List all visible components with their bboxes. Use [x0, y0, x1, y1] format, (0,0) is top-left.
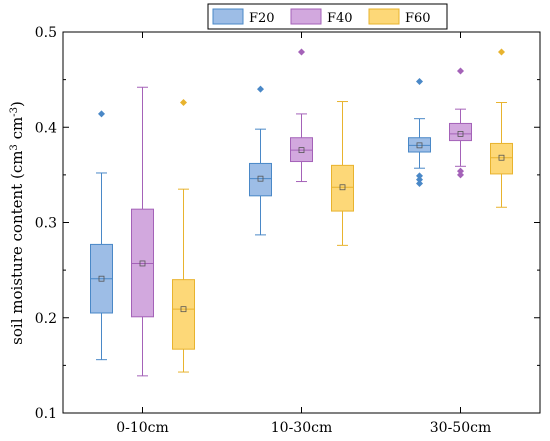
- box-body: [449, 122, 472, 142]
- box-F20-30-50cm: [408, 78, 431, 187]
- y-tick-label: 0.5: [35, 25, 57, 41]
- legend-label: F60: [405, 11, 431, 26]
- mean-marker: [98, 275, 105, 282]
- legend-swatch: [290, 8, 322, 25]
- mean-marker: [139, 260, 146, 267]
- box-F20-0-10cm: [90, 110, 113, 361]
- outlier-point: [257, 85, 264, 93]
- legend-label: F20: [249, 11, 275, 26]
- outlier-point: [498, 48, 505, 56]
- outlier-point: [457, 67, 464, 75]
- x-tick-label: 30-50cm: [430, 420, 491, 436]
- outlier-point: [416, 172, 423, 180]
- box-body: [249, 162, 272, 197]
- box-body: [490, 142, 513, 175]
- legend-swatch: [212, 8, 244, 25]
- outlier-point: [98, 110, 105, 118]
- outlier-point: [416, 176, 423, 184]
- y-tick-label: 0.2: [35, 311, 57, 327]
- outlier-point: [457, 171, 464, 179]
- legend-frame: [207, 3, 448, 30]
- outlier-point: [180, 98, 187, 106]
- outlier-point: [457, 167, 464, 175]
- mean-marker: [457, 131, 464, 137]
- box-F40-0-10cm: [131, 86, 154, 377]
- box-body: [172, 279, 195, 350]
- mean-marker: [180, 306, 187, 313]
- box-F20-10-30cm: [249, 85, 272, 236]
- box-F60-30-50cm: [490, 48, 513, 208]
- mean-marker: [298, 147, 305, 154]
- legend-label: F40: [327, 11, 353, 26]
- outlier-point: [298, 48, 305, 56]
- x-tick-label: 0-10cm: [116, 420, 169, 436]
- box-F60-0-10cm: [172, 98, 195, 373]
- mean-marker: [498, 154, 505, 161]
- box-F40-30-50cm: [449, 67, 472, 179]
- box-F40-10-30cm: [290, 48, 313, 183]
- legend-swatch: [368, 8, 400, 25]
- outlier-point: [416, 78, 423, 86]
- x-tick-label: 10-30cm: [271, 420, 332, 436]
- mean-marker: [416, 142, 423, 149]
- axes: 0.1 0.2 0.3 0.4 0.5 0-10cm 10-30cm 30-50cm: [35, 25, 541, 436]
- y-tick-label: 0.1: [35, 406, 57, 422]
- box-F60-10-30cm: [331, 101, 354, 246]
- mean-marker: [257, 175, 264, 182]
- box-body: [331, 164, 354, 212]
- plot-area: [90, 48, 513, 377]
- y-axis-label: soil moisture content (cm3 cm-3): [8, 101, 26, 345]
- y-tick-label: 0.3: [35, 216, 57, 232]
- y-tick-label: 0.4: [35, 120, 57, 136]
- legend: F20 F40 F60: [207, 3, 448, 30]
- mean-marker: [339, 184, 346, 191]
- outlier-point: [416, 179, 423, 187]
